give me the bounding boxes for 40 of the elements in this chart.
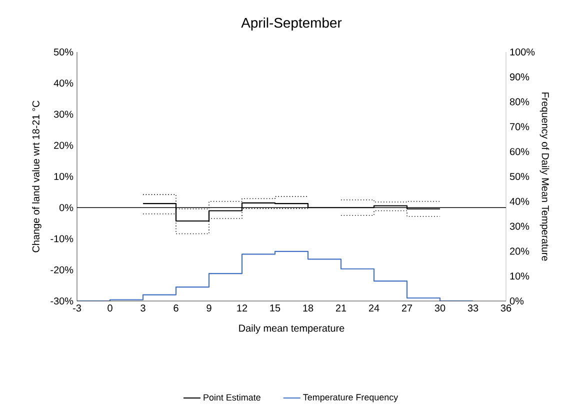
y-tick-label: 0% [59, 204, 74, 212]
x-tick-label: 18 [303, 304, 314, 312]
y-tick-label: 40% [54, 80, 74, 87]
y-tick-label: -10% [50, 235, 74, 242]
y2-axis-title: Frequency of Daily Mean Temperature [540, 92, 550, 261]
x-tick-label: 12 [237, 304, 248, 312]
x-tick-label: 6 [174, 304, 178, 312]
x-tick-label: 9 [206, 304, 212, 312]
y-tick-label: -20% [50, 266, 74, 274]
y2-tick-label: 60% [510, 148, 530, 156]
x-tick-label: 30 [434, 304, 446, 312]
y2-tick-label: 30% [510, 222, 530, 230]
y2-tick-label: 100% [510, 48, 535, 56]
x-tick-label: 0 [108, 304, 112, 312]
y-tick-label: 50% [54, 48, 74, 56]
x-tick-label: 27 [402, 304, 412, 312]
legend-label: Temperature Frequency [303, 394, 398, 402]
x-tick-label: 3 [140, 304, 146, 312]
chart-title: April-September [241, 18, 342, 31]
y2-tick-label: 0% [510, 297, 524, 305]
y2-tick-label: 90% [510, 73, 530, 80]
y2-tick-label: 40% [510, 198, 530, 205]
y-tick-label: 30% [54, 110, 74, 118]
y2-tick-label: 70% [510, 123, 530, 130]
y-tick-label: 10% [54, 172, 74, 180]
x-tick-label: 21 [336, 304, 346, 312]
x-tick-label: 24 [368, 304, 380, 312]
x-tick-label: -3 [73, 304, 81, 312]
y2-tick-label: 80% [510, 98, 530, 106]
x-axis-title: Daily mean temperature [239, 324, 344, 334]
y-tick-label: -30% [50, 297, 74, 305]
y2-tick-label: 20% [510, 248, 530, 255]
y2-tick-label: 50% [510, 172, 530, 180]
y2-tick-label: 10% [510, 272, 530, 280]
y-tick-label: 20% [54, 142, 74, 149]
y-axis-title: Change of land value wrt 18-21 °C [32, 100, 42, 252]
x-tick-label: 15 [270, 304, 280, 312]
x-tick-label: 36 [500, 304, 512, 312]
legend-label: Point Estimate [204, 394, 260, 401]
x-tick-label: 33 [468, 304, 478, 312]
